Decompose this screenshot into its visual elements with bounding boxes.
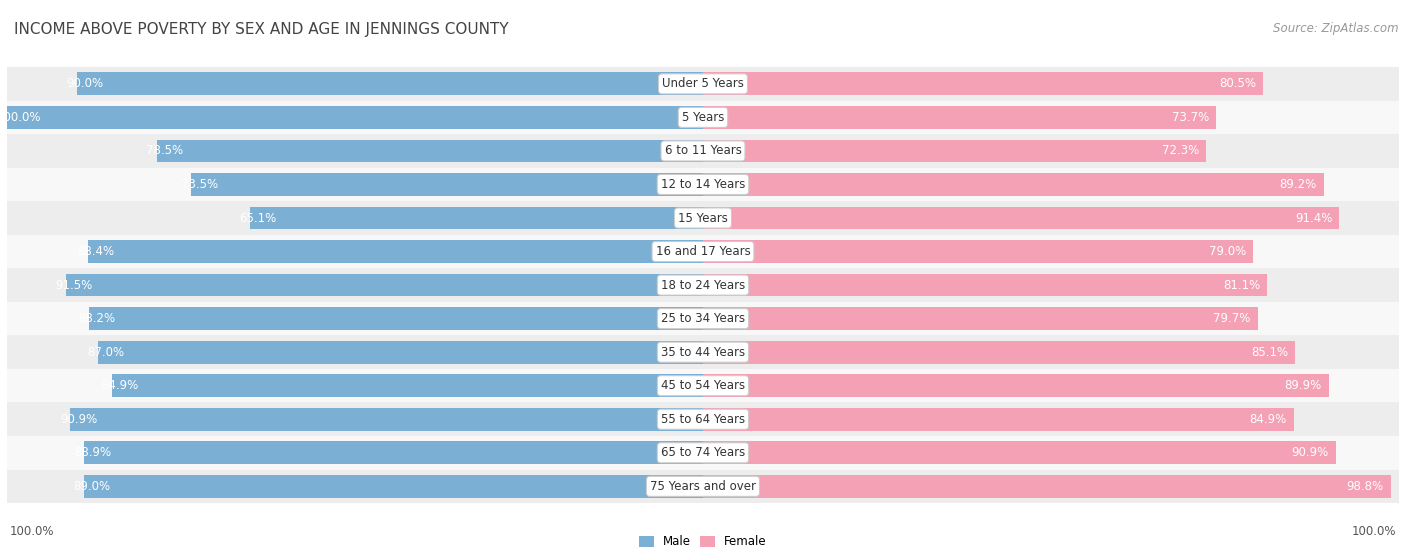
- Bar: [66, 274, 703, 296]
- Bar: [7, 235, 703, 268]
- Bar: [7, 201, 703, 235]
- Text: INCOME ABOVE POVERTY BY SEX AND AGE IN JENNINGS COUNTY: INCOME ABOVE POVERTY BY SEX AND AGE IN J…: [14, 22, 509, 37]
- Bar: [7, 106, 703, 129]
- Legend: Male, Female: Male, Female: [634, 530, 772, 553]
- Bar: [250, 207, 703, 229]
- Text: 72.3%: 72.3%: [1161, 144, 1199, 158]
- Bar: [703, 101, 1399, 134]
- Bar: [703, 274, 1267, 296]
- Text: 55 to 64 Years: 55 to 64 Years: [661, 413, 745, 426]
- Text: Source: ZipAtlas.com: Source: ZipAtlas.com: [1274, 22, 1399, 35]
- Bar: [83, 475, 703, 498]
- Bar: [7, 436, 703, 470]
- Text: 18 to 24 Years: 18 to 24 Years: [661, 278, 745, 292]
- Text: 88.2%: 88.2%: [79, 312, 115, 325]
- Text: 5 Years: 5 Years: [682, 111, 724, 124]
- Bar: [703, 369, 1399, 402]
- Text: 84.9%: 84.9%: [101, 379, 139, 392]
- Bar: [703, 442, 1336, 464]
- Text: 85.1%: 85.1%: [1251, 345, 1288, 359]
- Text: 73.7%: 73.7%: [1171, 111, 1209, 124]
- Bar: [703, 408, 1294, 430]
- Bar: [191, 173, 703, 196]
- Bar: [97, 341, 703, 363]
- Bar: [7, 134, 703, 168]
- Bar: [703, 302, 1399, 335]
- Text: 12 to 14 Years: 12 to 14 Years: [661, 178, 745, 191]
- Bar: [703, 268, 1399, 302]
- Text: 65 to 74 Years: 65 to 74 Years: [661, 446, 745, 459]
- Bar: [703, 375, 1329, 397]
- Bar: [703, 73, 1263, 95]
- Text: 65.1%: 65.1%: [239, 211, 277, 225]
- Bar: [156, 140, 703, 162]
- Bar: [87, 240, 703, 263]
- Text: 89.9%: 89.9%: [1285, 379, 1322, 392]
- Text: 81.1%: 81.1%: [1223, 278, 1260, 292]
- Text: 100.0%: 100.0%: [1351, 524, 1396, 538]
- Text: 89.2%: 89.2%: [1279, 178, 1317, 191]
- Bar: [703, 173, 1324, 196]
- Bar: [89, 307, 703, 330]
- Bar: [7, 67, 703, 101]
- Text: 91.4%: 91.4%: [1295, 211, 1331, 225]
- Bar: [703, 106, 1216, 129]
- Text: 75 Years and over: 75 Years and over: [650, 480, 756, 493]
- Bar: [703, 307, 1258, 330]
- Text: 90.9%: 90.9%: [1292, 446, 1329, 459]
- Bar: [703, 235, 1399, 268]
- Text: 88.4%: 88.4%: [77, 245, 114, 258]
- Text: 89.0%: 89.0%: [73, 480, 110, 493]
- Bar: [703, 475, 1391, 498]
- Bar: [7, 268, 703, 302]
- Bar: [76, 73, 703, 95]
- Bar: [703, 436, 1399, 470]
- Bar: [703, 201, 1399, 235]
- Text: 88.9%: 88.9%: [75, 446, 111, 459]
- Bar: [703, 140, 1206, 162]
- Bar: [703, 67, 1399, 101]
- Text: 98.8%: 98.8%: [1347, 480, 1384, 493]
- Bar: [703, 168, 1399, 201]
- Text: 100.0%: 100.0%: [0, 111, 41, 124]
- Text: 79.0%: 79.0%: [1209, 245, 1246, 258]
- Text: 78.5%: 78.5%: [146, 144, 183, 158]
- Text: 15 Years: 15 Years: [678, 211, 728, 225]
- Bar: [112, 375, 703, 397]
- Bar: [7, 335, 703, 369]
- Text: 84.9%: 84.9%: [1250, 413, 1286, 426]
- Bar: [703, 240, 1253, 263]
- Bar: [7, 369, 703, 402]
- Text: 45 to 54 Years: 45 to 54 Years: [661, 379, 745, 392]
- Bar: [703, 341, 1295, 363]
- Bar: [84, 442, 703, 464]
- Bar: [7, 470, 703, 503]
- Bar: [7, 302, 703, 335]
- Text: 16 and 17 Years: 16 and 17 Years: [655, 245, 751, 258]
- Text: 80.5%: 80.5%: [1219, 77, 1257, 91]
- Text: 90.9%: 90.9%: [60, 413, 97, 426]
- Text: 87.0%: 87.0%: [87, 345, 124, 359]
- Bar: [703, 335, 1399, 369]
- Text: 91.5%: 91.5%: [56, 278, 93, 292]
- Text: 73.5%: 73.5%: [181, 178, 218, 191]
- Bar: [703, 470, 1399, 503]
- Bar: [7, 168, 703, 201]
- Bar: [703, 134, 1399, 168]
- Bar: [7, 101, 703, 134]
- Bar: [70, 408, 703, 430]
- Text: 100.0%: 100.0%: [10, 524, 55, 538]
- Text: 35 to 44 Years: 35 to 44 Years: [661, 345, 745, 359]
- Text: 6 to 11 Years: 6 to 11 Years: [665, 144, 741, 158]
- Bar: [703, 402, 1399, 436]
- Text: 79.7%: 79.7%: [1213, 312, 1251, 325]
- Bar: [7, 402, 703, 436]
- Text: 90.0%: 90.0%: [66, 77, 103, 91]
- Text: 25 to 34 Years: 25 to 34 Years: [661, 312, 745, 325]
- Text: Under 5 Years: Under 5 Years: [662, 77, 744, 91]
- Bar: [703, 207, 1339, 229]
